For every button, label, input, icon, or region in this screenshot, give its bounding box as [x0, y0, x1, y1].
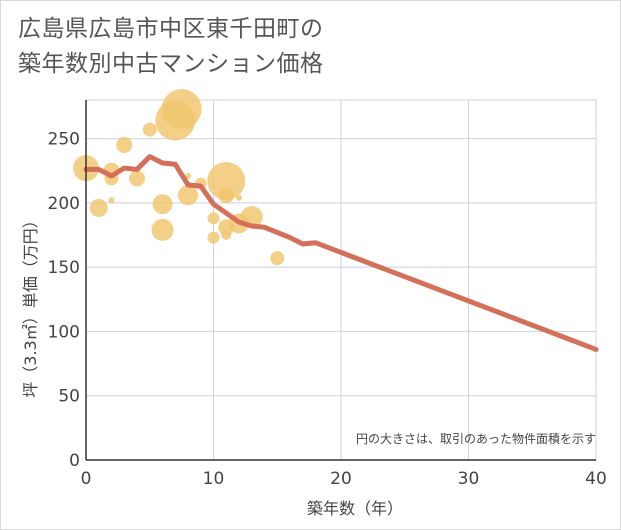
title-line-1: 広島県広島市中区東千田町の — [18, 16, 324, 42]
trend-line-layer — [83, 154, 599, 352]
tick-labels: 0 10 20 30 40 0 50 100 150 200 250 — [48, 130, 607, 489]
data-bubble — [161, 89, 202, 129]
trend-line — [83, 154, 599, 352]
bubble-size-note: 円の大きさは、取引のあった物件面積を示す — [356, 431, 596, 446]
x-tick-label: 0 — [81, 469, 92, 489]
y-tick-label: 250 — [48, 130, 80, 150]
data-bubble — [185, 172, 191, 179]
data-bubble — [151, 218, 174, 241]
data-bubble — [152, 194, 173, 215]
bubble-layer — [73, 89, 285, 266]
data-bubble — [178, 185, 198, 206]
y-tick-label: 50 — [58, 387, 80, 407]
x-tick-label: 20 — [330, 469, 352, 489]
x-axis-title: 築年数（年） — [307, 499, 403, 518]
grid-lines — [85, 99, 597, 461]
data-bubble — [270, 251, 285, 266]
data-bubble — [182, 113, 189, 120]
y-tick-label: 200 — [48, 194, 80, 214]
data-bubble — [221, 230, 232, 240]
y-tick-label: 100 — [48, 322, 80, 342]
data-bubble — [218, 187, 235, 204]
x-tick-label: 10 — [203, 469, 225, 489]
data-bubble — [207, 212, 220, 225]
data-bubble — [207, 231, 220, 244]
data-bubble — [142, 122, 157, 137]
title-line-2: 築年数別中古マンション価格 — [18, 51, 324, 77]
data-bubble — [236, 194, 242, 201]
y-tick-label: 150 — [48, 258, 80, 278]
x-tick-label: 40 — [585, 469, 607, 489]
data-bubble — [116, 137, 133, 153]
axes — [85, 100, 596, 461]
data-bubble — [89, 199, 108, 217]
y-axis-title: 坪（3.3㎡）単価（万円） — [21, 212, 40, 397]
x-tick-label: 30 — [458, 469, 480, 489]
y-tick-label: 0 — [69, 451, 80, 471]
data-bubble — [108, 197, 115, 204]
data-bubble — [129, 170, 145, 187]
chart-title: 広島県広島市中区東千田町の 築年数別中古マンション価格 — [18, 12, 324, 82]
data-bubble — [207, 162, 246, 200]
